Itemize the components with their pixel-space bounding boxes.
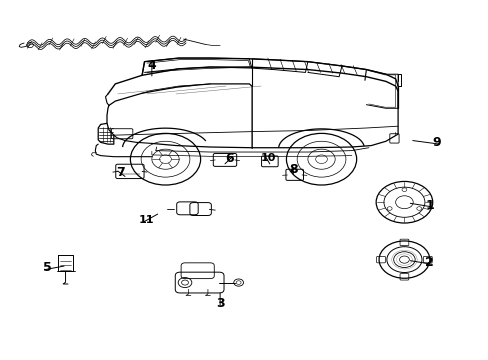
Text: 1: 1: [425, 199, 433, 212]
Text: 2: 2: [425, 256, 433, 269]
Text: 9: 9: [432, 136, 441, 149]
Text: 4: 4: [147, 59, 156, 72]
Text: 11: 11: [138, 215, 153, 225]
Text: 8: 8: [288, 163, 297, 176]
Text: 5: 5: [42, 261, 51, 274]
Text: 6: 6: [225, 152, 234, 165]
Text: 3: 3: [215, 297, 224, 310]
Text: 7: 7: [116, 166, 124, 179]
Text: 10: 10: [260, 153, 275, 163]
